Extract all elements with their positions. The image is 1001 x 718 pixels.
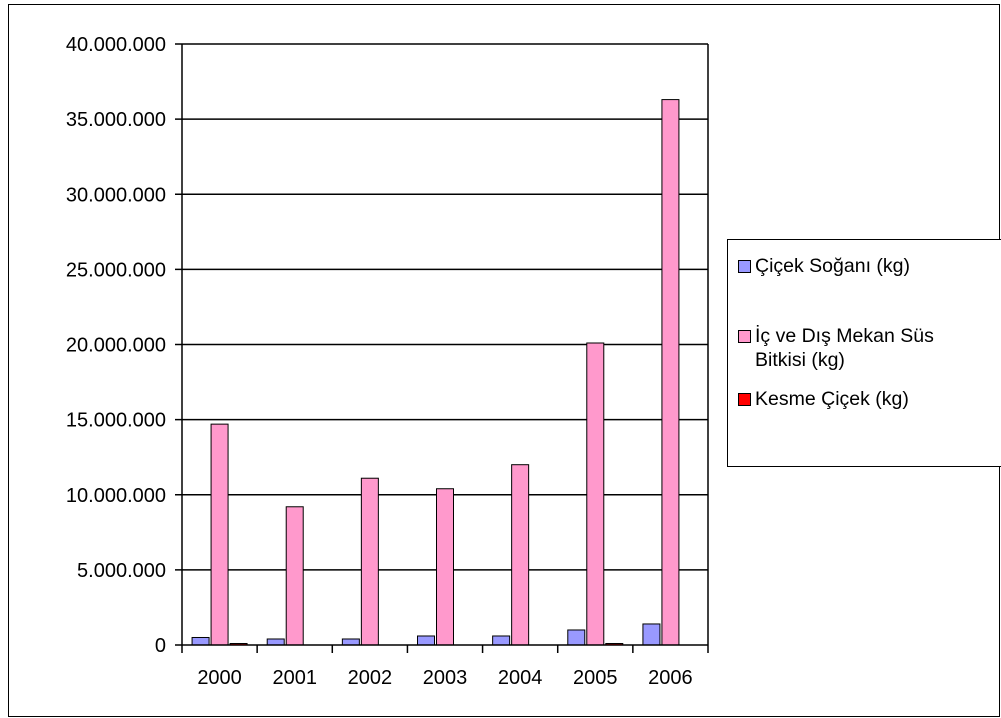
bar-series-1 xyxy=(492,635,511,646)
x-axis-category-labels: 2000 2001 2002 2003 2004 2005 2006 xyxy=(197,667,692,689)
y-tick-label: 40.000.000 xyxy=(66,34,166,56)
bar-series-1 xyxy=(341,638,360,646)
y-tick-label: 30.000.000 xyxy=(66,184,166,206)
y-axis-tick-labels: 0 5.000.000 10.000.000 15.000.000 20.000.000… xyxy=(66,34,166,657)
x-category-label: 2004 xyxy=(498,667,543,689)
bar-series-1 xyxy=(642,623,661,646)
bar-series-2 xyxy=(586,342,605,646)
y-tick-label: 0 xyxy=(155,635,166,657)
bar-series-2 xyxy=(661,99,680,646)
legend-swatch xyxy=(738,393,751,406)
x-category-label: 2005 xyxy=(573,667,618,689)
x-category-label: 2003 xyxy=(423,667,468,689)
bar-series-1 xyxy=(567,629,586,646)
bar-series-1 xyxy=(417,635,435,646)
legend-item-ic-dis-mekan: İç ve Dış Mekan Süs Bitkisi (kg) xyxy=(738,324,975,372)
legend-swatch xyxy=(738,260,751,273)
legend-swatch xyxy=(738,330,751,343)
bar-series-1 xyxy=(266,638,285,646)
y-tick-label: 25.000.000 xyxy=(66,259,166,281)
legend-label: Kesme Çiçek (kg) xyxy=(755,388,909,410)
legend-item-kesme-cicek: Kesme Çiçek (kg) xyxy=(738,387,1001,411)
bar-series-2 xyxy=(360,477,379,646)
y-tick-label: 35.000.000 xyxy=(66,109,166,131)
x-category-label: 2000 xyxy=(197,667,242,689)
y-tick-label: 5.000.000 xyxy=(77,560,166,582)
legend: Çiçek Soğanı (kg) İç ve Dış Mekan Süs Bi… xyxy=(727,239,1001,467)
y-tick-label: 15.000.000 xyxy=(66,410,166,432)
bar-series-2 xyxy=(436,488,454,646)
bar-series-2 xyxy=(210,423,229,646)
bar-series-2 xyxy=(285,506,304,646)
x-category-label: 2006 xyxy=(648,667,693,689)
legend-item-cicek-sogani: Çiçek Soğanı (kg) xyxy=(738,254,1001,278)
bar-series-1 xyxy=(191,636,210,646)
bar-series-2 xyxy=(511,464,530,646)
gridlines xyxy=(182,43,708,571)
y-tick-label: 20.000.000 xyxy=(66,335,166,357)
bars xyxy=(191,99,680,646)
legend-label: Çiçek Soğanı (kg) xyxy=(755,255,910,277)
y-tick-label: 10.000.000 xyxy=(66,485,166,507)
x-category-label: 2001 xyxy=(272,667,317,689)
axes xyxy=(175,43,709,653)
x-category-label: 2002 xyxy=(348,667,393,689)
legend-label: İç ve Dış Mekan Süs Bitkisi (kg) xyxy=(755,325,934,371)
